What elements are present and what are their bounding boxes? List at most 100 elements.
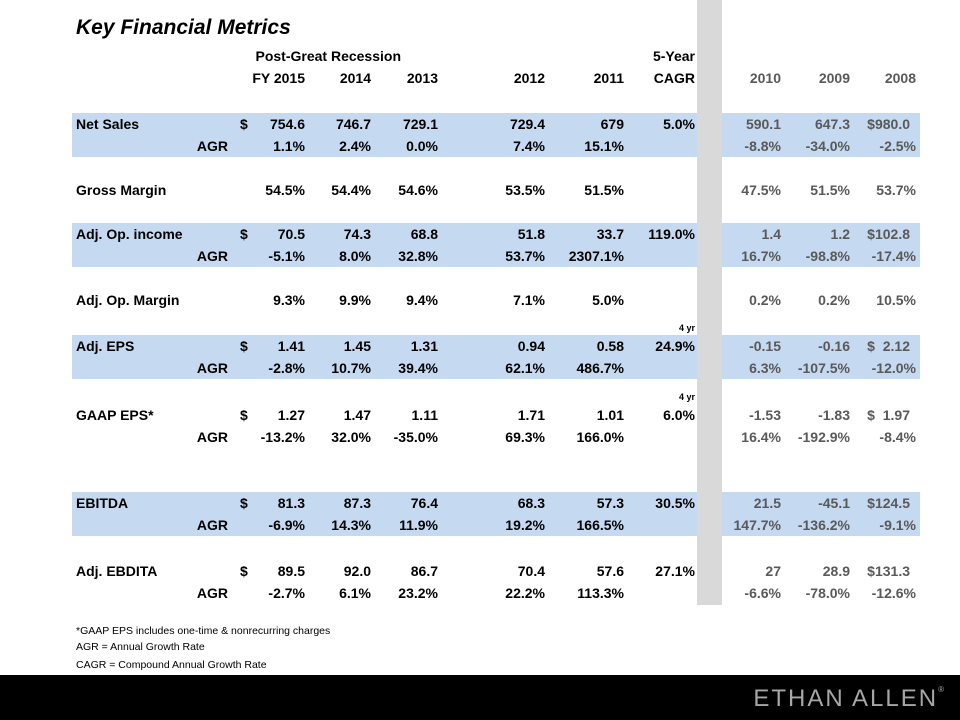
table-cell: 1.27 <box>277 407 305 423</box>
table-cell: 92.0 <box>343 563 371 579</box>
table-cell: 19.2% <box>505 517 545 533</box>
table-cell: 9.3% <box>273 292 305 308</box>
table-cell: 87.3 <box>343 495 371 511</box>
table-cell: 86.7 <box>410 563 438 579</box>
row-label: Adj. EBDITA <box>76 563 158 579</box>
row-label: Net Sales <box>76 116 140 132</box>
table-cell: 57.3 <box>596 495 624 511</box>
slide-title: Key Financial Metrics <box>76 16 291 39</box>
table-cell: 68.3 <box>517 495 545 511</box>
table-cell: -45.1 <box>818 495 850 511</box>
agr-label: AGR <box>196 585 228 601</box>
row-label: GAAP EPS* <box>76 407 154 423</box>
table-cell: -8.8% <box>744 138 781 154</box>
table-cell: 51.5% <box>584 182 624 198</box>
table-cell: 32.0% <box>331 429 371 445</box>
table-cell: 23.2% <box>398 585 438 601</box>
table-cell: 1.47 <box>343 407 371 423</box>
column-header: 2009 <box>818 70 850 86</box>
cagr-period-note: 4 yr <box>678 392 695 402</box>
table-cell: 746.7 <box>335 116 371 132</box>
table-cell: 33.7 <box>596 226 624 242</box>
row-label: Adj. EPS <box>76 338 135 354</box>
row-label: EBITDA <box>76 495 129 511</box>
table-cell: -1.53 <box>749 407 781 423</box>
dollar-sign: $ <box>240 226 248 242</box>
footer-bar: ETHAN ALLEN® <box>0 675 960 720</box>
table-cell: 51.5% <box>810 182 850 198</box>
table-cell: 10.5% <box>876 292 916 308</box>
table-cell: -5.1% <box>268 248 305 264</box>
table-cell: 0.58 <box>596 338 624 354</box>
table-cell: 22.2% <box>505 585 545 601</box>
table-cell: 166.0% <box>576 429 624 445</box>
table-cell: 30.5% <box>655 495 695 511</box>
table-cell: 1.41 <box>277 338 305 354</box>
table-cell: 27 <box>765 563 781 579</box>
table-cell: 6.1% <box>339 585 371 601</box>
column-separator <box>697 0 722 605</box>
dollar-sign: $ <box>240 338 248 354</box>
dollar-sign: $ <box>240 407 248 423</box>
table-cell: 1.4 <box>761 226 781 242</box>
table-cell: 54.4% <box>331 182 371 198</box>
table-cell: -2.7% <box>268 585 305 601</box>
table-cell: 89.5 <box>277 563 305 579</box>
dollar-sign: $ <box>240 495 248 511</box>
footnote: CAGR = Compound Annual Growth Rate <box>76 659 267 671</box>
dollar-sign: $ <box>240 116 248 132</box>
table-cell: 6.3% <box>749 360 781 376</box>
column-header: FY 2015 <box>252 70 305 86</box>
footnote: AGR = Annual Growth Rate <box>76 641 205 653</box>
table-cell: -0.15 <box>749 338 781 354</box>
table-cell: 0.94 <box>517 338 545 354</box>
agr-label: AGR <box>196 360 228 376</box>
table-cell: -107.5% <box>797 360 850 376</box>
table-cell: $131.3 <box>867 563 910 579</box>
row-label: Adj. Op. Margin <box>76 292 180 308</box>
column-header: 2014 <box>339 70 371 86</box>
table-cell: 0.0% <box>406 138 438 154</box>
table-cell: 28.9 <box>822 563 850 579</box>
row-highlight-band <box>72 492 920 536</box>
table-cell: 10.7% <box>331 360 371 376</box>
row-label: Gross Margin <box>76 182 167 198</box>
table-cell: 62.1% <box>505 360 545 376</box>
table-cell: 1.71 <box>517 407 545 423</box>
table-cell: -98.8% <box>805 248 850 264</box>
table-cell: $980.0 <box>867 116 910 132</box>
table-cell: 16.7% <box>741 248 781 264</box>
dollar-sign: $ <box>240 563 248 579</box>
column-header: 2011 <box>593 70 624 86</box>
table-cell: 113.3% <box>577 585 624 601</box>
table-cell: 0.2% <box>818 292 850 308</box>
footnote: *GAAP EPS includes one-time & nonrecurri… <box>76 625 331 637</box>
table-cell: -8.4% <box>879 429 916 445</box>
table-cell: 14.3% <box>331 517 371 533</box>
table-cell: 51.8 <box>517 226 545 242</box>
column-header: CAGR <box>653 70 695 86</box>
table-cell: -9.1% <box>879 517 916 533</box>
column-header: 2010 <box>749 70 781 86</box>
cagr-period-note: 4 yr <box>678 323 695 333</box>
table-cell: 11.9% <box>399 517 438 533</box>
table-cell: 2.4% <box>339 138 371 154</box>
table-cell: -34.0% <box>805 138 850 154</box>
table-cell: 679 <box>600 116 624 132</box>
table-cell: -136.2% <box>797 517 850 533</box>
agr-label: AGR <box>196 517 228 533</box>
table-cell: 39.4% <box>398 360 438 376</box>
table-cell: 647.3 <box>814 116 850 132</box>
table-cell: -13.2% <box>260 429 305 445</box>
table-cell: 9.9% <box>339 292 371 308</box>
table-cell: $124.5 <box>867 495 910 511</box>
table-cell: 590.1 <box>745 116 781 132</box>
table-cell: 147.7% <box>733 517 781 533</box>
table-cell: 53.5% <box>505 182 545 198</box>
table-cell: 54.5% <box>265 182 305 198</box>
table-cell: $ 2.12 <box>867 338 910 354</box>
column-header: 2008 <box>884 70 916 86</box>
table-cell: -35.0% <box>393 429 438 445</box>
row-label: Adj. Op. income <box>76 226 183 242</box>
table-cell: $102.8 <box>867 226 910 242</box>
